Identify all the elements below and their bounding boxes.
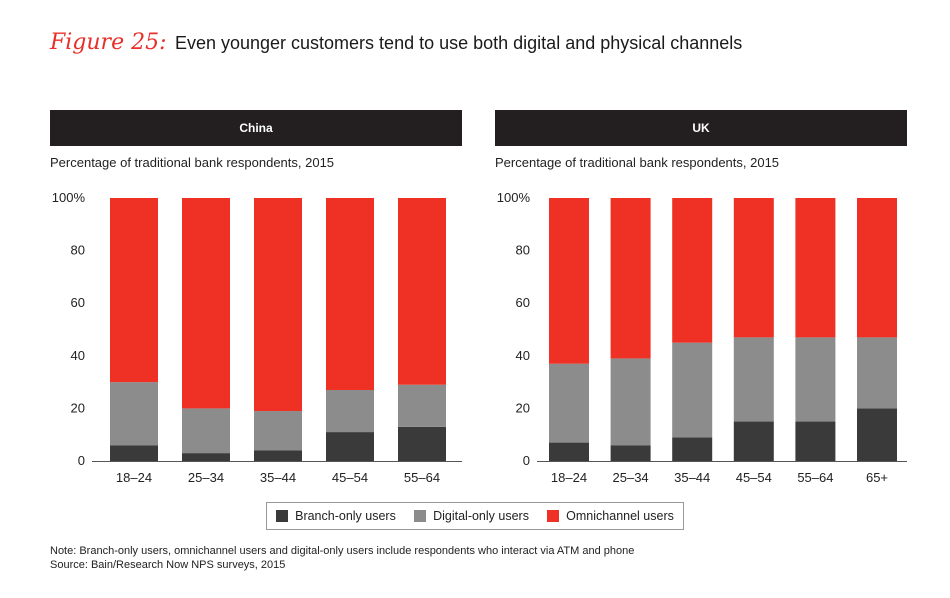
uk-subtitle: Percentage of traditional bank responden… <box>495 155 780 170</box>
china-xtick-label: 25–34 <box>188 470 224 485</box>
china-bar-branch <box>326 432 374 461</box>
uk-bar-branch <box>733 421 774 461</box>
china-xtick-label: 18–24 <box>116 470 152 485</box>
china-bar-digital <box>182 408 230 454</box>
china-ytick-label: 60 <box>71 295 85 310</box>
uk-bar-omni <box>610 198 651 359</box>
uk-panel-title: UK <box>692 121 710 135</box>
china-bar-digital <box>110 382 158 446</box>
legend-swatch-digital <box>414 510 427 522</box>
china-bar-omni <box>398 198 446 385</box>
uk-ytick-label: 20 <box>516 400 530 415</box>
china-bar-omni <box>110 198 158 383</box>
uk-panel-header: UK <box>495 110 907 146</box>
china-bar-digital <box>254 411 302 451</box>
legend-swatch-omni <box>547 510 560 522</box>
uk-bar-omni <box>857 198 897 338</box>
figure-title: Even younger customers tend to use both … <box>174 33 743 53</box>
figure-label: Figure 25: <box>50 30 167 55</box>
china-panel-header: China <box>50 110 462 146</box>
legend: Branch-only users Digital-only users Omn… <box>266 502 684 530</box>
uk-bar-branch <box>610 445 651 461</box>
uk-xtick-label: 35–44 <box>674 470 710 485</box>
china-bar-digital <box>398 384 446 427</box>
uk-bar-omni <box>672 198 713 343</box>
uk-bar-branch <box>672 437 713 461</box>
uk-ytick-label: 80 <box>516 243 530 258</box>
china-bar-digital <box>326 389 374 433</box>
china-ytick-label: 20 <box>71 400 85 415</box>
uk-ytick-label: 40 <box>516 348 530 363</box>
legend-label-omni: Omnichannel users <box>566 509 674 523</box>
legend-item-omni: Omnichannel users <box>547 509 674 523</box>
legend-label-digital: Digital-only users <box>433 509 529 523</box>
china-ytick-label: 0 <box>78 453 85 468</box>
china-ytick-label: 100% <box>52 190 86 205</box>
uk-bar-digital <box>857 337 897 409</box>
uk-bar-branch <box>549 442 589 461</box>
china-bar-branch <box>110 445 158 461</box>
legend-item-digital: Digital-only users <box>414 509 529 523</box>
china-bar-omni <box>326 198 374 390</box>
uk-xtick-label: 55–64 <box>797 470 833 485</box>
china-subtitle: Percentage of traditional bank responden… <box>50 155 335 170</box>
china-bar-branch <box>182 453 230 461</box>
uk-ytick-label: 60 <box>516 295 530 310</box>
china-xtick-label: 35–44 <box>260 470 296 485</box>
uk-bar-omni <box>795 198 836 338</box>
uk-bar-omni <box>549 198 589 364</box>
uk-xtick-label: 18–24 <box>551 470 587 485</box>
china-bar-omni <box>182 198 230 409</box>
uk-bar-digital <box>733 337 774 422</box>
uk-bar-omni <box>733 198 774 338</box>
uk-xtick-label: 45–54 <box>736 470 772 485</box>
footnote: Note: Branch-only users, omnichannel use… <box>50 544 634 572</box>
china-ytick-label: 40 <box>71 348 85 363</box>
uk-bar-digital <box>795 337 836 422</box>
legend-label-branch: Branch-only users <box>295 509 396 523</box>
uk-ytick-label: 0 <box>523 453 530 468</box>
uk-bar-digital <box>549 363 589 443</box>
china-ytick-label: 80 <box>71 243 85 258</box>
uk-xtick-label: 65+ <box>866 470 888 485</box>
uk-ytick-label: 100% <box>497 190 531 205</box>
figure-title-row: Figure 25: Even younger customers tend t… <box>50 30 742 55</box>
uk-bar-branch <box>795 421 836 461</box>
legend-item-branch: Branch-only users <box>276 509 396 523</box>
china-bar-omni <box>254 198 302 412</box>
uk-bar-digital <box>610 358 651 446</box>
uk-xtick-label: 25–34 <box>613 470 649 485</box>
uk-bar-digital <box>672 342 713 438</box>
china-bar-branch <box>254 450 302 461</box>
china-xtick-label: 55–64 <box>404 470 440 485</box>
china-panel-title: China <box>239 121 273 135</box>
china-bar-branch <box>398 426 446 461</box>
source-text: Source: Bain/Research Now NPS surveys, 2… <box>50 559 286 571</box>
legend-swatch-branch <box>276 510 289 522</box>
uk-bar-branch <box>857 408 897 461</box>
china-xtick-label: 45–54 <box>332 470 368 485</box>
note-text: Note: Branch-only users, omnichannel use… <box>50 545 635 557</box>
